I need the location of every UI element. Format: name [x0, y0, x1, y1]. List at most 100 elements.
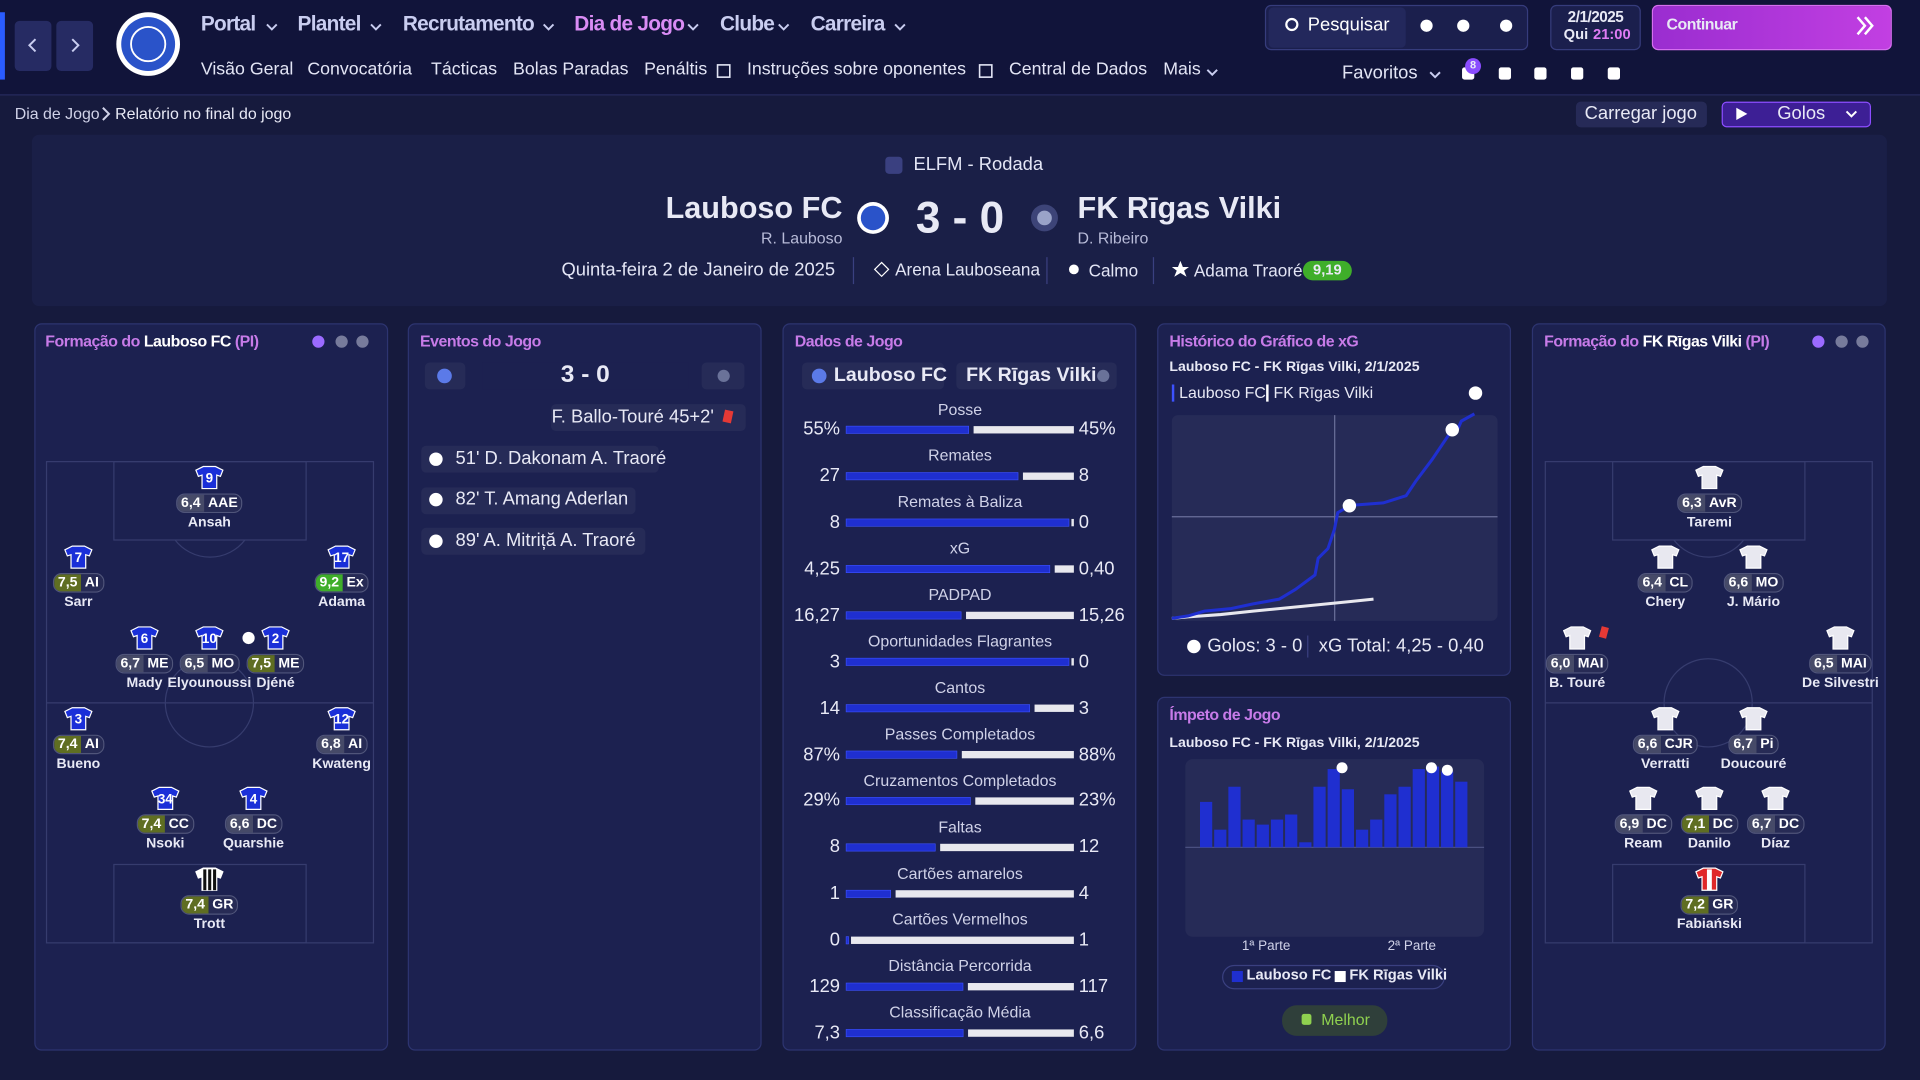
sub-menu-item[interactable]: Instruções sobre oponentes: [746, 59, 967, 80]
main-menu-item[interactable]: Carreira: [810, 12, 886, 36]
continue-button[interactable]: [1651, 4, 1892, 51]
forward-button[interactable]: [56, 20, 94, 72]
stat-label: Cartões Vermelhos: [892, 910, 1028, 929]
search-label[interactable]: Pesquisar: [1307, 15, 1390, 36]
better-button[interactable]: [1282, 1005, 1388, 1036]
player-rating: 7,4: [54, 735, 82, 754]
main-menu-item[interactable]: Plantel: [297, 12, 362, 36]
player-name[interactable]: Taremi: [1686, 514, 1732, 530]
player-name[interactable]: Elyounoussi: [167, 675, 252, 691]
player-rating-chip: 6,6 MO: [1723, 573, 1784, 593]
chart-subtitle: Lauboso FC - FK Rīgas Vilki, 2/1/2025: [1169, 359, 1420, 375]
player-rating-chip: 7,4 GR: [180, 895, 239, 915]
player-rating-chip: 6,8 AI: [316, 734, 368, 755]
stat-home-value: 3: [829, 651, 840, 672]
player-name[interactable]: B. Touré: [1549, 675, 1606, 691]
half-label: 2ª Parte: [1387, 938, 1437, 954]
player-name[interactable]: Adama: [318, 594, 366, 610]
player-name[interactable]: Kwateng: [312, 756, 371, 771]
breadcrumb-link[interactable]: Dia de Jogo: [14, 103, 100, 122]
player-name[interactable]: Nsoki: [146, 835, 185, 851]
match-header: [31, 134, 1887, 307]
player-position: ME: [274, 655, 304, 673]
player-rating: 6,9: [1615, 815, 1643, 833]
player-rating: 6,3: [1678, 494, 1706, 512]
player-name[interactable]: De Silvestri: [1802, 675, 1879, 691]
player-position: Pi: [1756, 735, 1778, 754]
player-position: MO: [1751, 574, 1782, 592]
main-menu-item[interactable]: Dia de Jogo: [574, 12, 685, 36]
player-position: DC: [1642, 815, 1671, 833]
stat-home-value: 16,27: [794, 604, 840, 626]
goals-label[interactable]: Golos: [1777, 103, 1826, 124]
main-menu-item[interactable]: Portal: [200, 12, 256, 36]
player-rating-chip: 7,2 GR: [1680, 895, 1739, 915]
player-name[interactable]: Ansah: [187, 514, 231, 530]
player-name[interactable]: Trott: [193, 916, 226, 932]
player-rating: 7,2: [1681, 896, 1709, 914]
player-name[interactable]: J. Mário: [1726, 594, 1781, 610]
load-button[interactable]: [1575, 101, 1707, 128]
player-name[interactable]: Danilo: [1687, 835, 1731, 851]
date-box: [1550, 4, 1641, 51]
player-name[interactable]: Chery: [1645, 594, 1686, 610]
player-position: AvR: [1705, 494, 1741, 512]
player-name[interactable]: Fabiański: [1676, 916, 1742, 932]
notification-count: 8: [1469, 58, 1477, 72]
sub-menu-item[interactable]: Bolas Paradas: [513, 59, 629, 80]
chart-subtitle: Lauboso FC - FK Rīgas Vilki, 2/1/2025: [1169, 735, 1420, 751]
sub-menu-item[interactable]: Central de Dados: [1008, 59, 1148, 80]
stat-away-value: 1: [1078, 929, 1089, 951]
stat-home-value: 7,3: [814, 1022, 840, 1044]
stat-label: Cruzamentos Completados: [863, 771, 1057, 790]
player-rating-chip: 6,9 DC: [1614, 814, 1672, 834]
player-name[interactable]: Ream: [1624, 835, 1663, 851]
current-date: 2/1/2025: [1567, 8, 1624, 26]
load-game-label[interactable]: Carregar jogo: [1584, 103, 1697, 124]
title-label: Formação do: [1544, 331, 1639, 351]
stadium-name: Arena Lauboseana: [895, 259, 1040, 280]
sub-menu-item[interactable]: Tácticas: [431, 59, 498, 80]
player-name[interactable]: Díaz: [1761, 835, 1790, 851]
player-rating-chip: 6,6 CJR: [1632, 734, 1698, 755]
player-rating-chip: 6,0 MAI: [1545, 653, 1609, 674]
favorites-menu[interactable]: Favoritos: [1342, 62, 1418, 84]
player-rating: 6,5: [1810, 655, 1838, 673]
sub-menu-item[interactable]: Convocatória: [307, 59, 412, 80]
main-menu-item[interactable]: Recrutamento: [402, 12, 535, 36]
player-name[interactable]: Djéné: [256, 675, 295, 691]
back-button[interactable]: [14, 20, 52, 72]
better-button-label[interactable]: Melhor: [1321, 1009, 1370, 1029]
player-name[interactable]: Verratti: [1641, 756, 1690, 771]
player-rating: 6,6: [1724, 574, 1752, 592]
sub-menu-item[interactable]: Mais: [1163, 59, 1201, 80]
current-time: 21:00: [1593, 25, 1631, 44]
player-rating-chip: 7,5 ME: [246, 653, 305, 674]
sub-menu-item[interactable]: Visão Geral: [200, 59, 294, 80]
continue-label[interactable]: Continuar: [1666, 14, 1738, 33]
xg-chart-area: [1171, 415, 1498, 621]
player-name[interactable]: Sarr: [64, 594, 93, 610]
player-rating-chip: 9,2 Ex: [314, 573, 369, 593]
panel-title: Formação do Lauboso FC (PI): [45, 331, 259, 352]
sub-menu-item[interactable]: Penáltis: [644, 59, 708, 80]
competition-name: ELFM - Rodada: [913, 154, 1044, 176]
player-name[interactable]: Quarshie: [222, 835, 284, 851]
player-name[interactable]: Bueno: [56, 756, 101, 771]
player-name[interactable]: Mady: [126, 675, 163, 691]
stat-home-value: 55%: [803, 419, 840, 440]
stat-home-value: 8: [829, 836, 840, 858]
stat-away-value: 23%: [1078, 790, 1116, 812]
stat-away-value: 15,26: [1078, 604, 1125, 626]
player-name[interactable]: Doucouré: [1720, 756, 1787, 771]
player-of-the-match: Adama Traoré: [1193, 260, 1303, 281]
events-score-box: [482, 362, 689, 390]
stat-away-value: 4: [1078, 883, 1089, 904]
title-team: Lauboso FC: [143, 331, 232, 351]
breadcrumb-current: Relatório no final do jogo: [115, 103, 292, 122]
stat-label: Distância Percorrida: [888, 956, 1032, 976]
main-menu-item[interactable]: Clube: [720, 12, 775, 36]
stat-label: Oportunidades Flagrantes: [867, 631, 1053, 651]
stat-label: Passes Completados: [884, 724, 1036, 744]
